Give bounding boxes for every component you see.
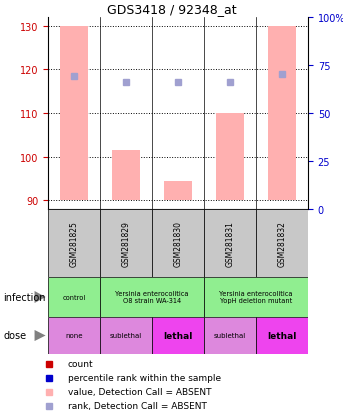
Text: sublethal: sublethal (214, 333, 246, 339)
Polygon shape (35, 291, 46, 303)
Bar (204, 277, 308, 317)
Text: GSM281831: GSM281831 (225, 221, 235, 266)
Bar (216, 114, 244, 201)
Bar (60, 27, 88, 201)
Bar (48, 209, 100, 277)
Text: lethal: lethal (267, 331, 297, 340)
Text: percentile rank within the sample: percentile rank within the sample (68, 374, 221, 382)
Text: lethal: lethal (163, 331, 193, 340)
Text: infection: infection (3, 292, 46, 302)
Bar (256, 317, 308, 354)
Text: GSM281830: GSM281830 (174, 221, 182, 266)
Text: control: control (62, 294, 86, 300)
Bar (268, 27, 296, 201)
Text: count: count (68, 360, 93, 369)
Bar (100, 277, 204, 317)
Text: none: none (65, 333, 83, 339)
Bar (100, 317, 152, 354)
Text: Yersinia enterocolitica
YopH deletion mutant: Yersinia enterocolitica YopH deletion mu… (219, 291, 293, 304)
Text: value, Detection Call = ABSENT: value, Detection Call = ABSENT (68, 387, 211, 396)
Bar (204, 317, 256, 354)
Bar (256, 209, 308, 277)
Text: GSM281832: GSM281832 (277, 221, 286, 266)
Bar (48, 277, 100, 317)
Bar (204, 209, 256, 277)
Bar (100, 209, 152, 277)
Text: Yersinia enterocolitica
O8 strain WA-314: Yersinia enterocolitica O8 strain WA-314 (115, 291, 189, 304)
Text: GSM281829: GSM281829 (121, 221, 130, 266)
Text: rank, Detection Call = ABSENT: rank, Detection Call = ABSENT (68, 401, 207, 411)
Bar (152, 317, 204, 354)
Text: sublethal: sublethal (110, 333, 142, 339)
Bar (48, 317, 100, 354)
Bar (112, 151, 140, 201)
Polygon shape (35, 330, 46, 341)
Bar (164, 181, 192, 201)
Text: dose: dose (3, 331, 26, 341)
Text: GSM281825: GSM281825 (70, 221, 79, 266)
Text: GDS3418 / 92348_at: GDS3418 / 92348_at (107, 3, 236, 16)
Bar (152, 209, 204, 277)
